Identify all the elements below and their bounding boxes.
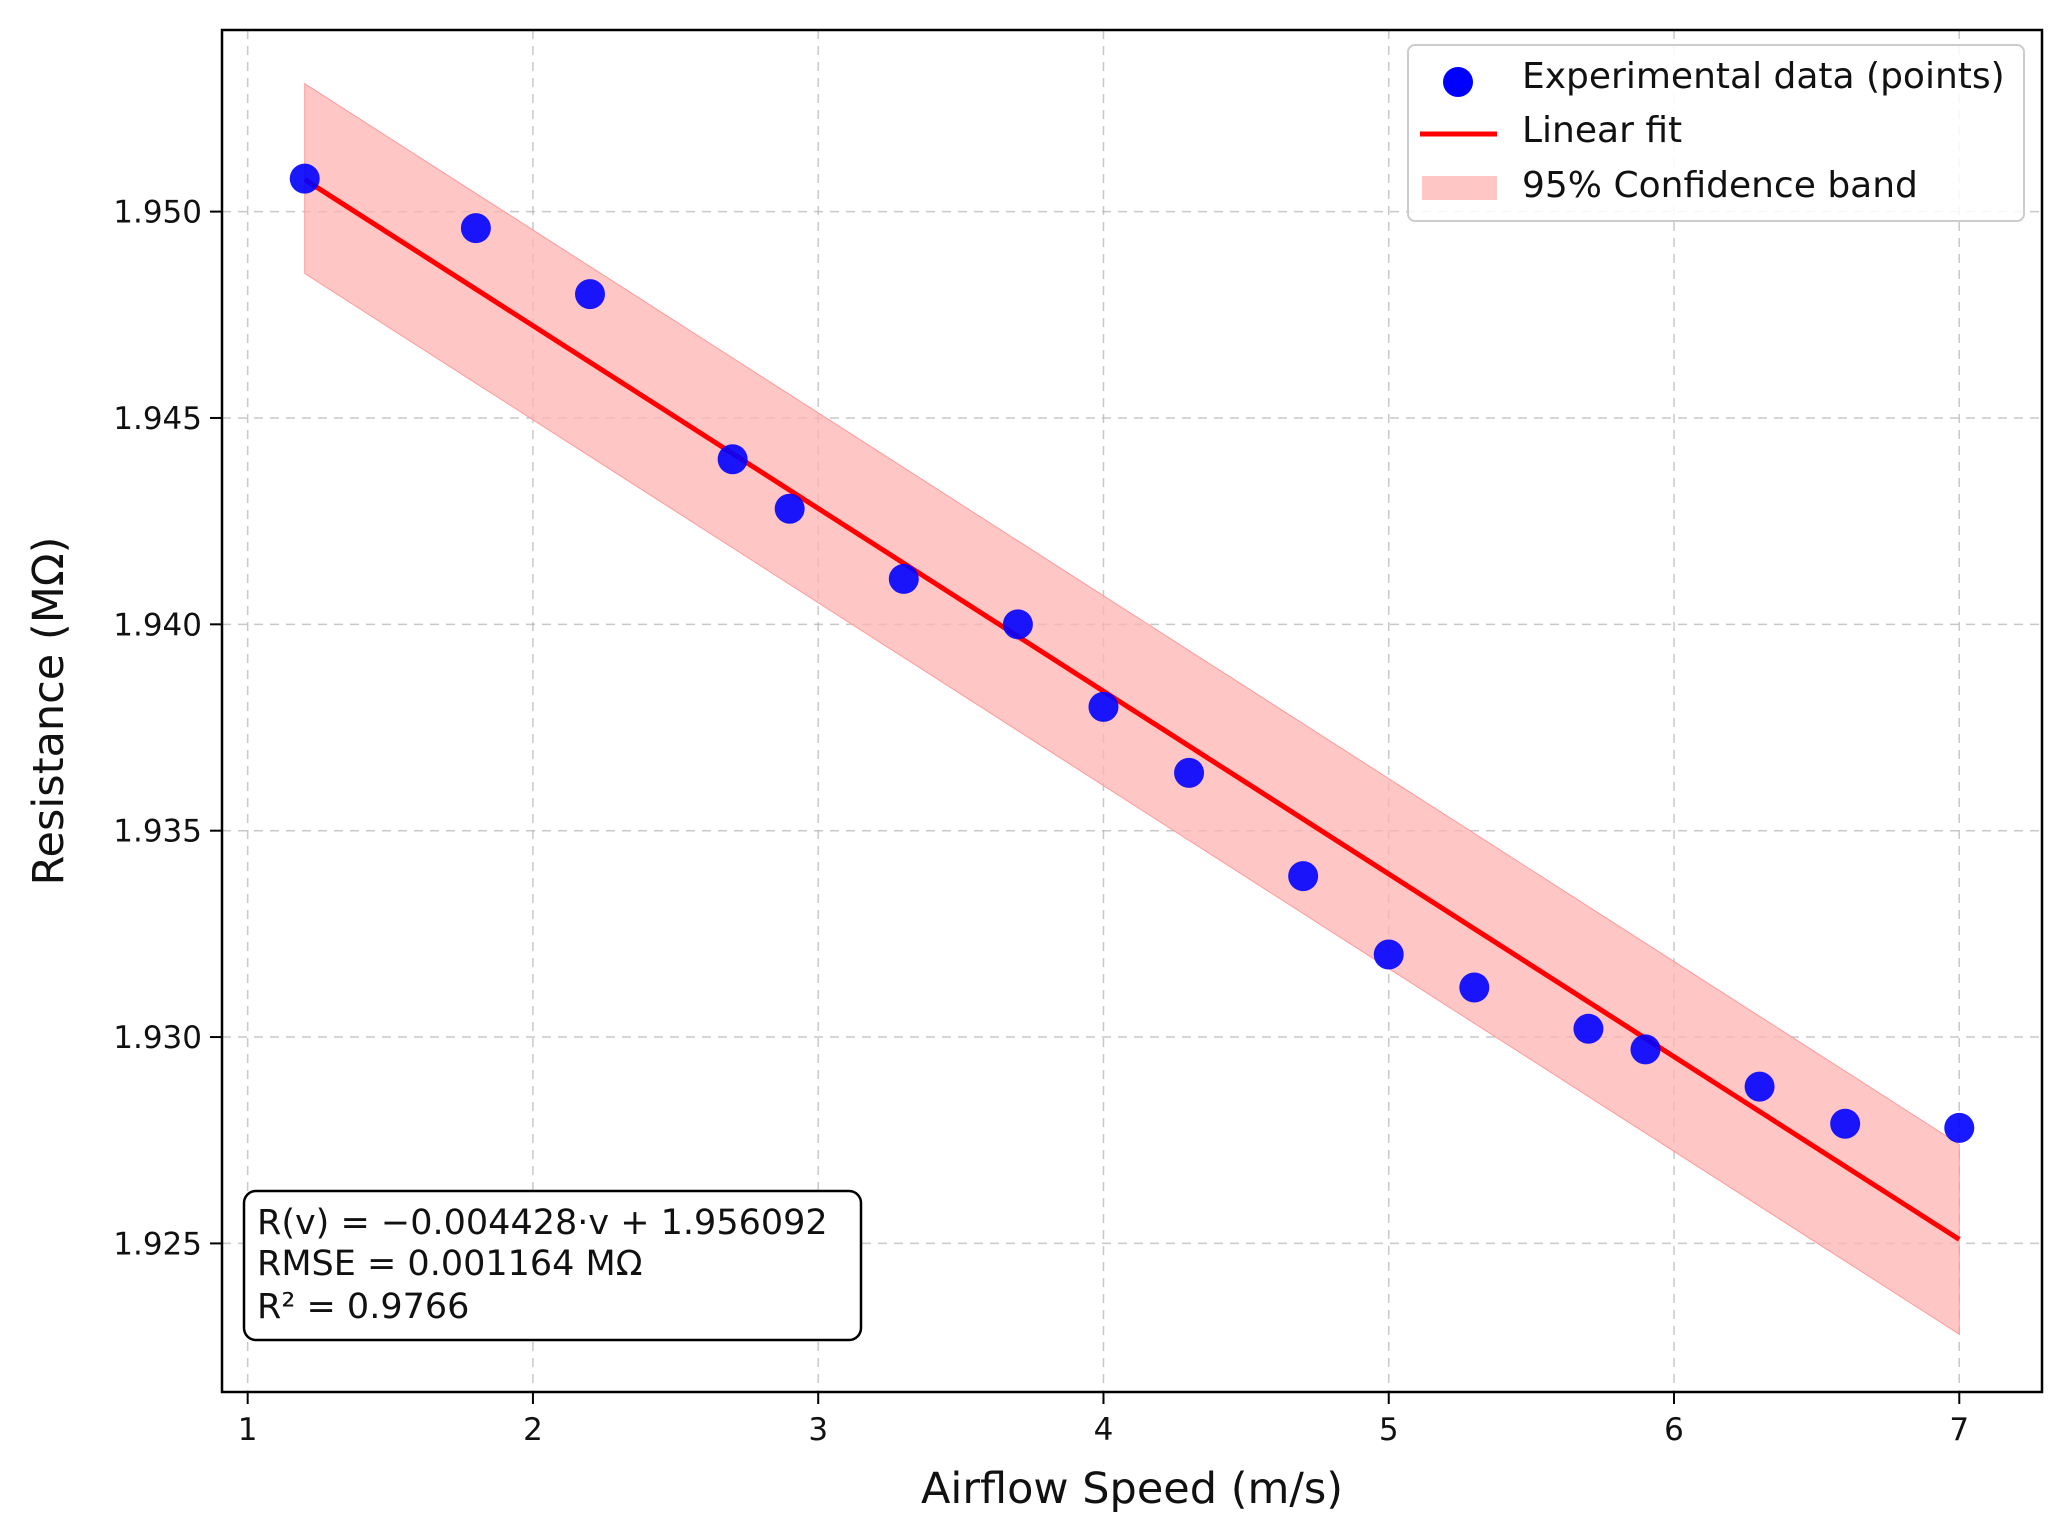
legend-band-marker: [1422, 176, 1497, 200]
y-tick-label: 1.950: [113, 195, 202, 231]
legend-scatter-marker: [1443, 67, 1473, 97]
data-point: [1630, 1034, 1661, 1065]
y-tick-label: 1.925: [113, 1226, 202, 1262]
data-point: [1744, 1071, 1775, 1102]
y-tick-label: 1.945: [113, 401, 202, 437]
x-tick-label: 5: [1379, 1412, 1399, 1448]
data-point: [574, 279, 605, 310]
y-tick-label: 1.930: [113, 1020, 202, 1056]
x-axis-ticks: 1 2 3 4 5 6 7: [238, 1392, 1969, 1448]
y-axis-label: Resistance (MΩ): [24, 537, 74, 886]
data-point: [888, 563, 919, 594]
data-points-layer: [289, 163, 1975, 1143]
data-point: [1459, 972, 1490, 1003]
annotation-rmse: RMSE = 0.001164 MΩ: [257, 1244, 643, 1284]
legend-label-experimental: Experimental data (points): [1522, 56, 2005, 97]
x-tick-label: 6: [1664, 1412, 1684, 1448]
x-tick-label: 7: [1949, 1412, 1969, 1448]
data-point: [1002, 609, 1033, 640]
annotation-r-squared: R² = 0.9766: [257, 1287, 469, 1327]
data-point: [1088, 691, 1119, 722]
x-tick-label: 2: [523, 1412, 543, 1448]
data-point: [1830, 1108, 1861, 1139]
data-point: [1288, 861, 1319, 892]
data-point: [1573, 1013, 1604, 1044]
x-tick-label: 1: [238, 1412, 258, 1448]
data-point: [717, 444, 748, 475]
x-tick-label: 4: [1094, 1412, 1114, 1448]
legend-label-confidence-band: 95% Confidence band: [1522, 165, 1918, 206]
x-axis-label: Airflow Speed (m/s): [921, 1464, 1343, 1514]
legend: Experimental data (points) Linear fit 95…: [1407, 44, 2025, 222]
fit-annotation: R(v) = −0.004428·v + 1.956092 RMSE = 0.0…: [242, 1189, 863, 1342]
fit-line-layer: [303, 177, 1961, 1242]
legend-box: [1407, 44, 2025, 222]
legend-label-linear-fit: Linear fit: [1522, 110, 1682, 151]
axes-frame: [220, 28, 2044, 1394]
data-point: [460, 213, 491, 244]
data-point: [774, 493, 805, 524]
y-axis-ticks: 1.925 1.930 1.935 1.940 1.945 1.950: [113, 195, 222, 1262]
data-point: [1174, 757, 1205, 788]
linear-fit-line: [303, 177, 1961, 1242]
data-point: [289, 163, 320, 194]
x-tick-label: 3: [808, 1412, 828, 1448]
data-point: [1373, 939, 1404, 970]
y-tick-label: 1.940: [113, 607, 202, 643]
annotation-equation: R(v) = −0.004428·v + 1.956092: [257, 1203, 828, 1243]
data-point: [1944, 1112, 1975, 1143]
annotation-box: [242, 1189, 863, 1342]
y-tick-label: 1.935: [113, 814, 202, 850]
